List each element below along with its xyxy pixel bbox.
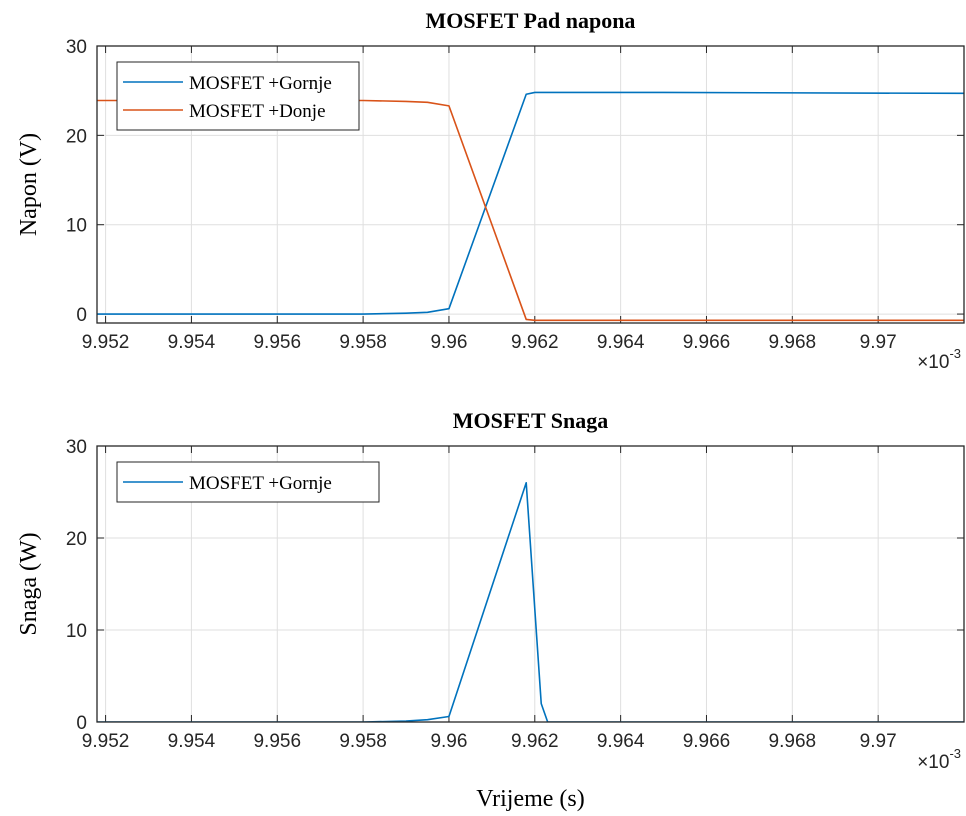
axes-frame xyxy=(96,445,965,723)
y-tick-label: 20 xyxy=(66,529,87,550)
x-exponent-power: -3 xyxy=(949,346,961,361)
y-tick-label: 30 xyxy=(66,37,87,58)
legend-entry-2: MOSFET +Donje xyxy=(189,101,326,122)
x-tick-label: 9.96 xyxy=(430,731,467,752)
chart-title: MOSFET Snaga xyxy=(453,408,608,433)
y-tick-label: 10 xyxy=(66,621,87,642)
legend: MOSFET +Gornje MOSFET +Donje xyxy=(116,61,360,131)
subplot-1: 9.952 9.954 9.956 9.958 9.96 9.962 9.964 9.966 9… xyxy=(16,8,965,373)
x-exponent-label: ×10-3 xyxy=(917,346,961,373)
x-tick-label: 9.952 xyxy=(82,332,130,353)
x-exponent-base: ×10 xyxy=(917,352,949,373)
x-tick-label: 9.964 xyxy=(597,731,645,752)
axes-frame xyxy=(96,45,965,324)
x-tick-label: 9.964 xyxy=(597,332,645,353)
legend: MOSFET +Gornje xyxy=(116,461,380,503)
y-tick-label: 0 xyxy=(76,713,87,734)
legend-entry-1: MOSFET +Gornje xyxy=(189,473,332,494)
x-tick-label: 9.958 xyxy=(339,332,387,353)
x-tick-label: 9.956 xyxy=(253,731,301,752)
x-exponent-power: -3 xyxy=(949,746,961,761)
x-tick-label: 9.97 xyxy=(860,332,897,353)
x-tick-label: 9.96 xyxy=(430,332,467,353)
y-tick-label: 30 xyxy=(66,437,87,458)
series-line-1 xyxy=(97,91,964,315)
x-tick-label: 9.97 xyxy=(860,731,897,752)
x-tick-label: 9.966 xyxy=(683,332,731,353)
chart-title: MOSFET Pad napona xyxy=(426,8,636,33)
x-tick-label: 9.962 xyxy=(511,332,559,353)
legend-entry-1: MOSFET +Gornje xyxy=(189,73,332,94)
x-exponent-base: ×10 xyxy=(917,752,949,773)
x-tick-label: 9.954 xyxy=(168,332,216,353)
x-axis-label: Vrijeme (s) xyxy=(476,786,585,812)
x-tick-label: 9.968 xyxy=(769,731,817,752)
y-tick-label: 0 xyxy=(76,305,87,326)
x-tick-label: 9.952 xyxy=(82,731,130,752)
legend-box xyxy=(116,61,360,131)
y-axis-label: Snaga (W) xyxy=(16,532,42,635)
y-axis-label: Napon (V) xyxy=(16,133,42,236)
x-tick-label: 9.966 xyxy=(683,731,731,752)
x-tick-label: 9.962 xyxy=(511,731,559,752)
y-tick-label: 10 xyxy=(66,216,87,237)
x-tick-label: 9.968 xyxy=(769,332,817,353)
x-tick-label: 9.956 xyxy=(253,332,301,353)
series-line-2 xyxy=(97,99,964,322)
x-tick-label: 9.954 xyxy=(168,731,216,752)
x-exponent-label: ×10-3 xyxy=(917,746,961,773)
subplot-2: 9.952 9.954 9.956 9.958 9.96 9.962 9.964 9.966 9… xyxy=(16,408,965,812)
y-tick-label: 20 xyxy=(66,126,87,147)
x-tick-label: 9.958 xyxy=(339,731,387,752)
